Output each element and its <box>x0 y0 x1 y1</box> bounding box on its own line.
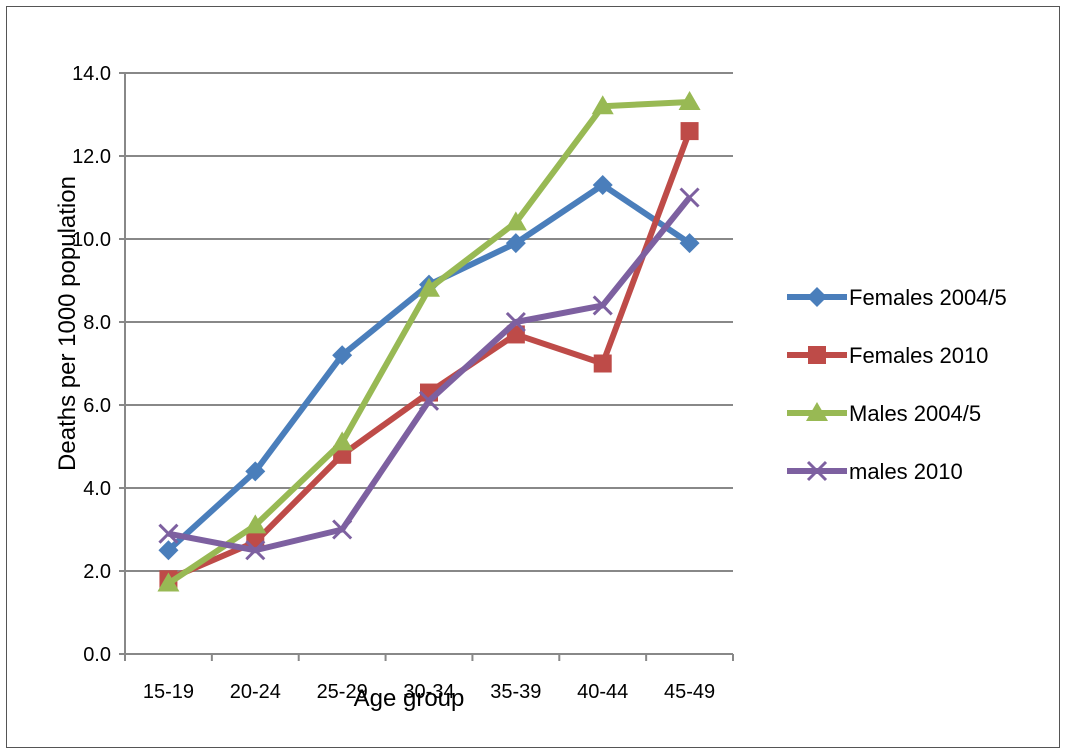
x-tick-label: 15-19 <box>143 681 194 703</box>
marker-x-stroke <box>332 519 353 540</box>
x-tick-labels: 15-19 20-24 25-29 30-34 35-39 40-44 45-49 <box>143 681 715 703</box>
marker-x-stroke <box>158 523 179 544</box>
axes <box>119 72 734 661</box>
series-group <box>157 91 701 592</box>
legend-item: males 2010 <box>787 459 963 484</box>
marker-x-stroke <box>592 295 613 316</box>
legend-item: Females 2010 <box>787 343 988 368</box>
marker-x-stroke <box>679 187 700 208</box>
y-tick-label: 6.0 <box>83 395 111 417</box>
marker-triangle <box>331 431 354 451</box>
y-tick-label: 14.0 <box>72 63 111 85</box>
legend-label: males 2010 <box>849 459 963 484</box>
legend: Females 2004/5 Females 2010 Males 2004/5 ma… <box>787 285 1007 484</box>
legend-label: Females 2010 <box>849 343 988 368</box>
series-2 <box>157 91 701 592</box>
x-tick-label: 45-49 <box>664 681 715 703</box>
marker-diamond <box>807 287 827 307</box>
marker-triangle <box>806 402 828 421</box>
marker-diamond <box>679 233 700 254</box>
y-tick-label: 4.0 <box>83 478 111 500</box>
marker-x <box>505 311 526 333</box>
legend-label: Males 2004/5 <box>849 401 981 426</box>
marker-x <box>245 540 266 561</box>
chart-frame: 0.0 2.0 4.0 6.0 8.0 10.0 12.0 14.0 15-19 20-24 25… <box>6 6 1060 748</box>
marker-triangle <box>504 211 527 231</box>
marker-triangle <box>418 277 440 297</box>
marker-x <box>806 460 828 482</box>
marker-x <box>158 523 179 544</box>
series-0 <box>158 175 700 561</box>
legend-label: Females 2004/5 <box>849 285 1007 310</box>
marker-diamond <box>245 461 266 482</box>
series-3 <box>158 187 700 561</box>
marker-x-stroke <box>418 390 440 411</box>
y-tick-label: 2.0 <box>83 561 111 583</box>
y-axis-title: Deaths per 1000 population <box>54 176 81 471</box>
marker-diamond <box>158 540 179 561</box>
series-line <box>167 195 692 554</box>
y-tick-label: 12.0 <box>72 146 111 168</box>
marker-diamond <box>592 175 613 196</box>
marker-triangle <box>678 91 701 111</box>
x-tick-label: 30-34 <box>403 681 454 703</box>
legend-item: Females 2004/5 <box>787 285 1007 310</box>
marker-x <box>418 390 440 411</box>
x-tick-label: 25-29 <box>317 681 368 703</box>
marker-diamond <box>505 233 526 254</box>
marker-square <box>808 346 826 364</box>
marker-diamond <box>332 345 353 366</box>
y-tick-label: 10.0 <box>72 229 111 251</box>
marker-square <box>680 122 699 141</box>
marker-triangle <box>591 95 614 115</box>
y-tick-label: 0.0 <box>83 644 111 666</box>
y-tick-label: 8.0 <box>83 312 111 334</box>
legend-item: Males 2004/5 <box>787 401 981 426</box>
marker-square <box>593 354 612 373</box>
marker-x-stroke <box>806 460 828 482</box>
x-tick-label: 40-44 <box>577 681 628 703</box>
y-tick-labels: 0.0 2.0 4.0 6.0 8.0 10.0 12.0 14.0 <box>72 63 111 666</box>
marker-triangle <box>157 572 180 592</box>
x-axis-title: Age group <box>354 685 465 712</box>
marker-x <box>679 187 700 208</box>
marker-x <box>592 295 613 316</box>
marker-x <box>332 519 353 540</box>
x-tick-label: 20-24 <box>230 681 281 703</box>
marker-x-stroke <box>245 540 266 561</box>
line-chart: 0.0 2.0 4.0 6.0 8.0 10.0 12.0 14.0 15-19 20-24 25… <box>54 63 1007 712</box>
x-tick-label: 35-39 <box>490 681 541 703</box>
gridlines <box>125 72 733 572</box>
marker-triangle <box>244 514 267 534</box>
marker-x-stroke <box>505 311 526 333</box>
